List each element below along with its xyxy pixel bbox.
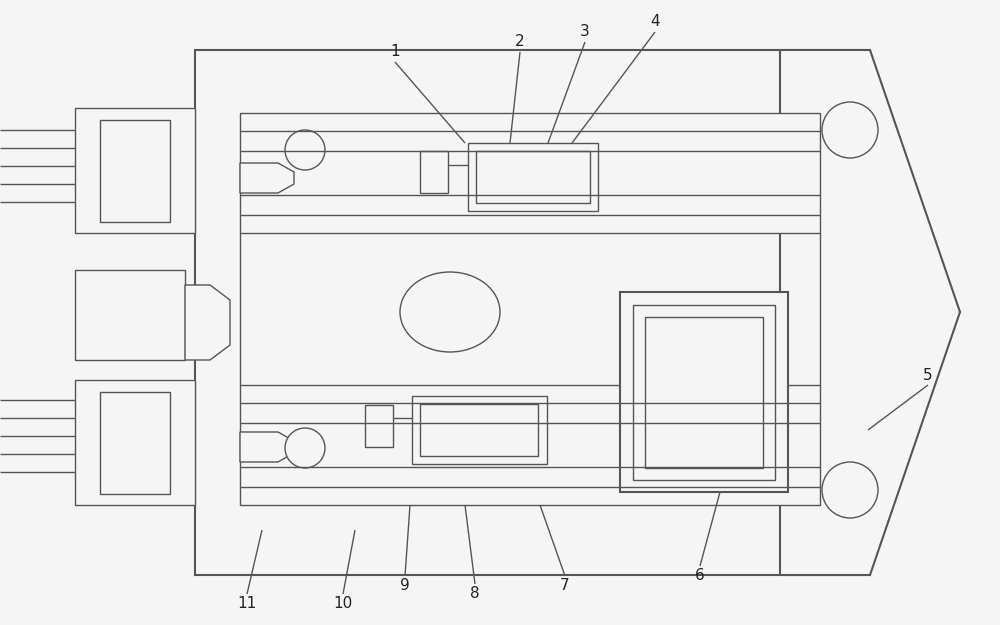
Text: 4: 4 [650, 14, 660, 29]
Bar [412, 396, 547, 464]
Polygon shape [240, 432, 294, 462]
Circle shape [822, 102, 878, 158]
Bar [645, 317, 763, 468]
Text: 10: 10 [333, 596, 353, 611]
Bar [75, 108, 195, 233]
Circle shape [285, 130, 325, 170]
Text: 5: 5 [923, 368, 933, 382]
Text: 7: 7 [560, 579, 570, 594]
Circle shape [822, 462, 878, 518]
Bar [75, 380, 195, 505]
Bar [75, 270, 185, 360]
Polygon shape [240, 163, 294, 193]
Ellipse shape [400, 272, 500, 352]
Bar [468, 143, 598, 211]
Text: 3: 3 [580, 24, 590, 39]
Text: 11: 11 [237, 596, 257, 611]
Text: 8: 8 [470, 586, 480, 601]
Bar [100, 120, 170, 222]
Polygon shape [185, 285, 230, 360]
Bar [633, 305, 775, 480]
Text: 6: 6 [695, 569, 705, 584]
Bar [476, 151, 590, 203]
Text: 2: 2 [515, 34, 525, 49]
Bar [420, 404, 538, 456]
Bar [240, 385, 820, 505]
Bar [620, 292, 788, 492]
Circle shape [285, 428, 325, 468]
Bar [240, 113, 820, 233]
Bar [365, 405, 393, 447]
Text: 1: 1 [390, 44, 400, 59]
Bar [420, 151, 448, 193]
Bar [100, 392, 170, 494]
Bar [195, 50, 870, 575]
Text: 9: 9 [400, 579, 410, 594]
Polygon shape [780, 50, 960, 575]
